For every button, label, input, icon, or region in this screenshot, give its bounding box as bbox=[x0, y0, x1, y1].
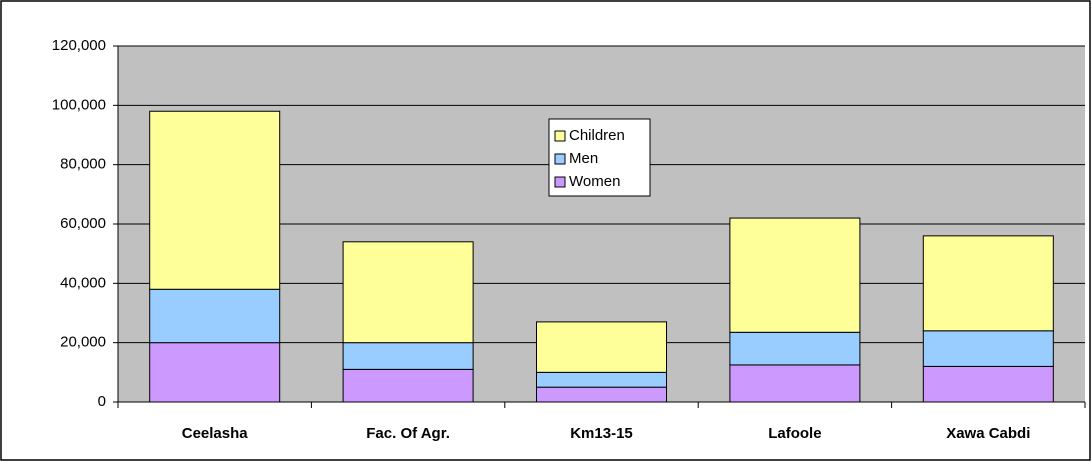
y-tick-label: 120,000 bbox=[52, 37, 106, 54]
y-tick-label: 20,000 bbox=[60, 334, 106, 351]
y-tick-label: 100,000 bbox=[52, 96, 106, 113]
bar-segment bbox=[922, 330, 1054, 367]
bar-segment bbox=[149, 288, 281, 344]
y-tick-label: 0 bbox=[98, 393, 106, 410]
bar-segment bbox=[536, 371, 667, 388]
bar-segment bbox=[342, 368, 474, 403]
bar-segment bbox=[536, 386, 667, 403]
y-tick-label: 60,000 bbox=[60, 215, 106, 232]
x-tick-label: Fac. Of Agr. bbox=[366, 425, 450, 442]
bar-segment bbox=[922, 235, 1054, 332]
x-tick-label: Lafoole bbox=[768, 425, 821, 442]
bar-segment bbox=[922, 365, 1054, 403]
legend-label: Women bbox=[569, 173, 620, 190]
bar-segment bbox=[729, 331, 861, 366]
x-tick-label: Ceelasha bbox=[182, 425, 249, 442]
x-tick-label: Km13-15 bbox=[570, 425, 633, 442]
bar-segment bbox=[536, 321, 667, 373]
y-tick-label: 80,000 bbox=[60, 156, 106, 173]
legend bbox=[548, 118, 651, 197]
legend-label: Men bbox=[569, 150, 598, 167]
bar-segment bbox=[342, 342, 474, 370]
bar-segment bbox=[729, 364, 861, 403]
bar-segment bbox=[149, 110, 281, 290]
legend-swatch bbox=[554, 153, 566, 165]
bar-segment bbox=[149, 342, 281, 403]
legend-swatch bbox=[554, 130, 566, 142]
bar-segment bbox=[729, 217, 861, 333]
legend-label: Children bbox=[569, 127, 625, 144]
bar-segment bbox=[342, 241, 474, 344]
legend-swatch bbox=[554, 176, 566, 188]
x-tick-label: Xawa Cabdi bbox=[946, 425, 1030, 442]
y-tick-label: 40,000 bbox=[60, 274, 106, 291]
